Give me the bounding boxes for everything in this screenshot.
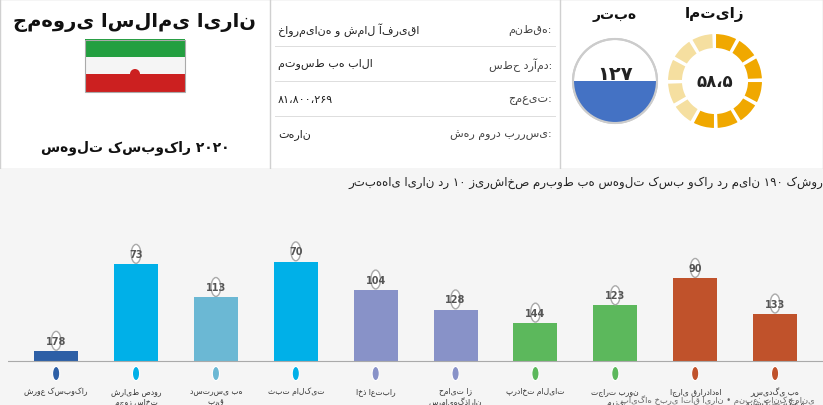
Circle shape	[451, 290, 460, 309]
Text: امتیاز: امتیاز	[686, 7, 745, 22]
Wedge shape	[716, 109, 739, 130]
Text: رسیدگی به
ورشکستگی و
پرداخت دیون: رسیدگی به ورشکستگی و پرداخت دیون	[746, 386, 805, 405]
Text: جمهوری اسلامی ایران: جمهوری اسلامی ایران	[13, 13, 257, 32]
Circle shape	[212, 367, 220, 381]
Text: 70: 70	[289, 247, 303, 257]
Text: اخذ اعتبار: اخذ اعتبار	[356, 386, 396, 395]
Bar	[194, 297, 238, 361]
Circle shape	[573, 40, 657, 124]
Bar	[85, 40, 185, 58]
Circle shape	[212, 278, 221, 297]
Bar	[673, 279, 717, 361]
Bar	[85, 58, 185, 75]
Text: سهولت کسب‌وکار ۲۰۲۰: سهولت کسب‌وکار ۲۰۲۰	[40, 140, 230, 155]
Text: ۸۱،۸۰۰،۲۶۹: ۸۱،۸۰۰،۲۶۹	[278, 95, 333, 105]
Circle shape	[611, 286, 620, 305]
Text: 73: 73	[129, 249, 142, 259]
Text: 178: 178	[46, 336, 67, 346]
FancyBboxPatch shape	[0, 0, 823, 170]
Circle shape	[53, 367, 60, 381]
Circle shape	[690, 259, 700, 278]
Wedge shape	[731, 40, 756, 65]
Text: 113: 113	[206, 282, 226, 292]
Circle shape	[133, 367, 140, 381]
Bar	[434, 310, 477, 361]
Text: شرایط صدور
مجوز ساخت: شرایط صدور مجوز ساخت	[111, 386, 161, 405]
Text: 128: 128	[445, 295, 466, 305]
Bar	[114, 264, 158, 361]
Circle shape	[532, 367, 539, 381]
Wedge shape	[673, 41, 698, 66]
Wedge shape	[667, 83, 687, 106]
Bar	[35, 351, 78, 361]
Text: حمایت از
سرمایهگذاران
اقلیت: حمایت از سرمایهگذاران اقلیت	[429, 386, 482, 405]
Text: ثبت مالکیت: ثبت مالکیت	[267, 386, 324, 395]
Bar	[85, 40, 185, 92]
Wedge shape	[743, 82, 763, 104]
Bar	[85, 75, 185, 92]
Text: 144: 144	[525, 308, 546, 318]
Wedge shape	[573, 82, 657, 124]
Bar	[514, 323, 557, 361]
Bar	[354, 290, 398, 361]
Text: 104: 104	[365, 275, 386, 285]
Text: ۵۸،۵: ۵۸،۵	[697, 73, 733, 91]
Bar	[274, 262, 318, 361]
Circle shape	[372, 367, 379, 381]
Circle shape	[51, 332, 61, 350]
Text: جمعیت:: جمعیت:	[509, 95, 552, 105]
Text: سطح درآمد:: سطح درآمد:	[489, 58, 552, 72]
Text: تجارت برون
مرزی: تجارت برون مرزی	[592, 386, 639, 405]
Circle shape	[770, 294, 780, 313]
Wedge shape	[742, 58, 763, 81]
Circle shape	[771, 367, 779, 381]
Text: رتبه‌های ایران در ۱۰ زیرشاخص مربوط به سهولت کسب وکار در میان ۱۹۰ کشور: رتبه‌های ایران در ۱۰ زیرشاخص مربوط به سه…	[348, 176, 823, 189]
Text: دسترسی به
برق: دسترسی به برق	[189, 386, 242, 405]
Wedge shape	[715, 34, 737, 53]
Text: 90: 90	[689, 263, 702, 273]
Circle shape	[371, 271, 380, 289]
Bar	[593, 306, 637, 361]
Wedge shape	[732, 98, 756, 122]
Text: ۱۲۷: ۱۲۷	[597, 65, 633, 84]
Circle shape	[611, 367, 619, 381]
Text: شروع کسب‌وکار: شروع کسب‌وکار	[25, 386, 88, 395]
Bar	[753, 314, 797, 361]
Circle shape	[691, 367, 699, 381]
Wedge shape	[691, 34, 714, 54]
Wedge shape	[674, 99, 699, 123]
Text: پایگاه خبری اتاق ایران • منبع: بانک جهانی: پایگاه خبری اتاق ایران • منبع: بانک جهان…	[621, 394, 815, 404]
Circle shape	[292, 367, 300, 381]
Circle shape	[531, 303, 540, 322]
Text: اجرای قراردادها: اجرای قراردادها	[669, 386, 721, 395]
Wedge shape	[692, 110, 715, 130]
Text: تهران: تهران	[278, 129, 311, 140]
Text: متوسط به بالا: متوسط به بالا	[278, 60, 373, 70]
Text: خاورمیانه و شمال آفریقا: خاورمیانه و شمال آفریقا	[278, 23, 420, 37]
Circle shape	[452, 367, 459, 381]
Wedge shape	[667, 59, 686, 82]
Text: 123: 123	[605, 290, 625, 301]
Text: رتبه: رتبه	[593, 8, 637, 22]
Text: منطقه:: منطقه:	[509, 24, 552, 35]
Text: 133: 133	[765, 299, 785, 309]
Circle shape	[130, 70, 140, 80]
Text: پرداخت مالیات: پرداخت مالیات	[506, 386, 565, 395]
Text: شهر مورد بررسی:: شهر مورد بررسی:	[450, 130, 552, 140]
Circle shape	[131, 245, 141, 264]
Circle shape	[291, 242, 300, 261]
